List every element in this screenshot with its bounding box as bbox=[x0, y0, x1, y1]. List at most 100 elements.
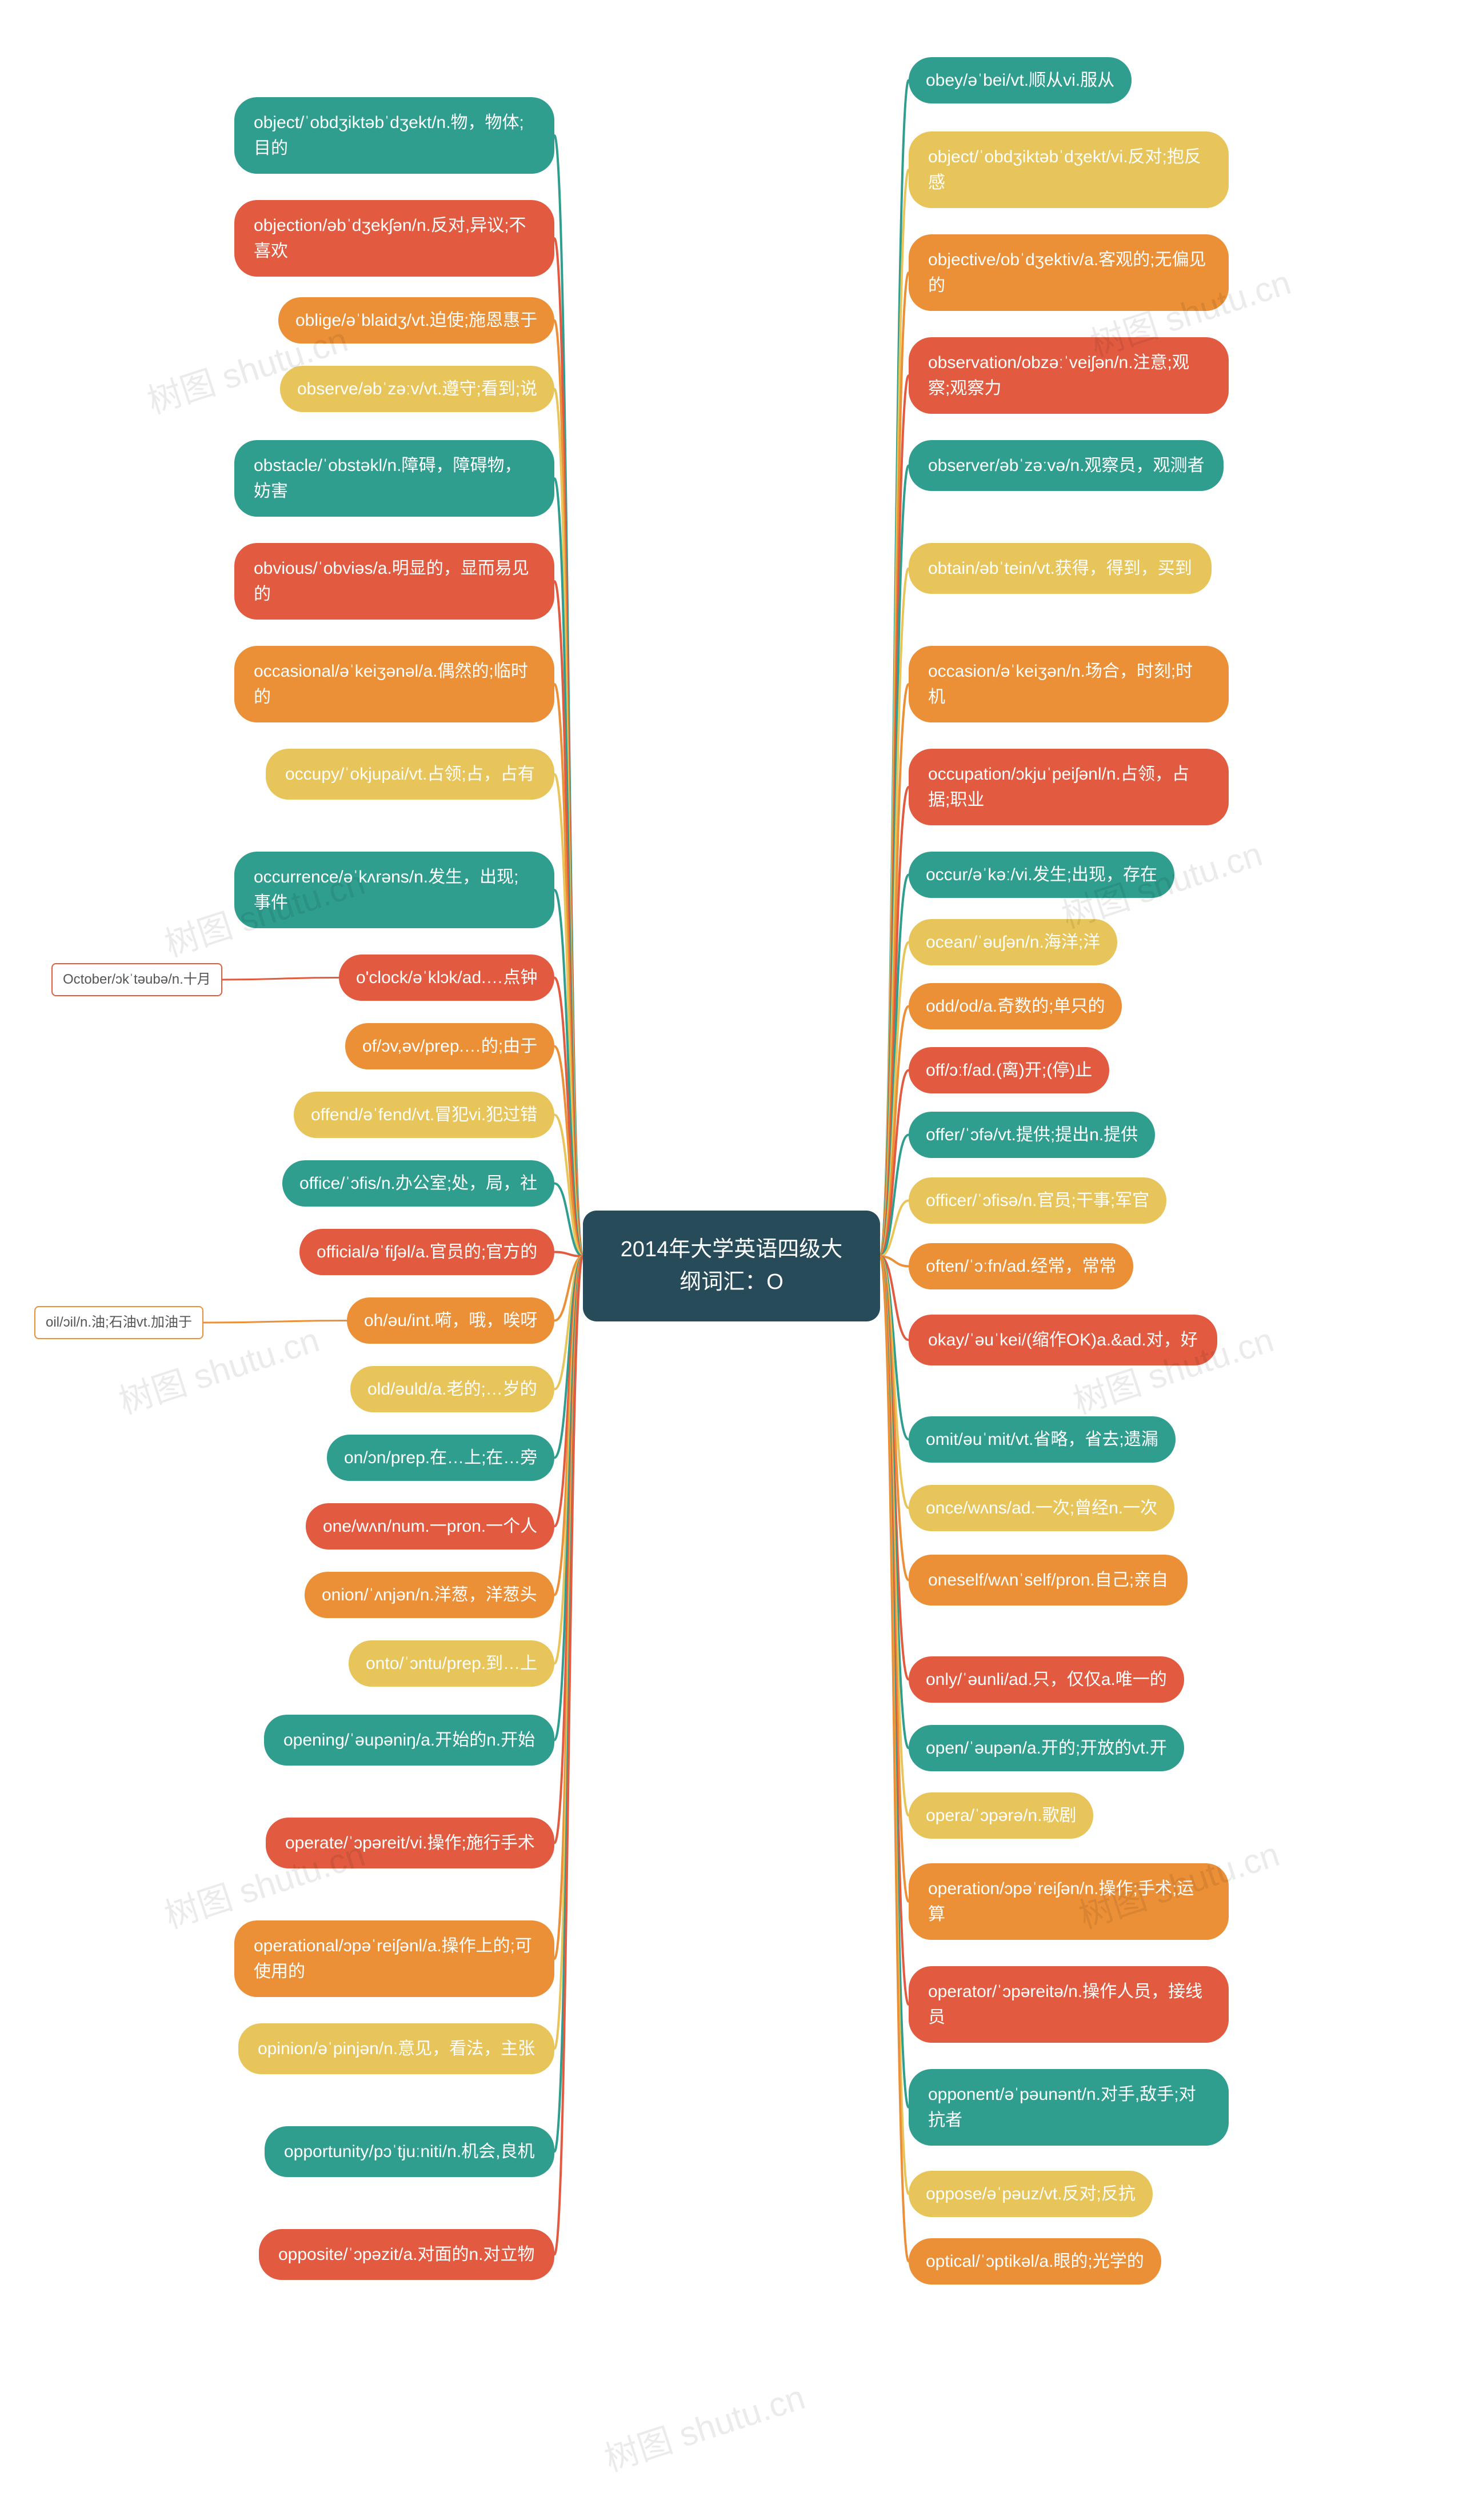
node-label: occur/əˈkəː/vi.发生;出现，存在 bbox=[926, 865, 1157, 884]
left-node-3: observe/əbˈzəːv/vt.遵守;看到;说 bbox=[280, 366, 554, 412]
node-label: o'clock/əˈklɔk/ad.…点钟 bbox=[356, 968, 537, 987]
right-node-16: omit/əuˈmit/vt.省略，省去;遗漏 bbox=[909, 1416, 1176, 1463]
node-label: onion/ˈʌnjən/n.洋葱，洋葱头 bbox=[322, 1586, 537, 1604]
left-node-23: opinion/əˈpinjən/n.意见，看法，主张 bbox=[238, 2023, 554, 2074]
left-node-21: operate/ˈɔpəreit/vi.操作;施行手术 bbox=[266, 1818, 554, 1868]
node-label: occasional/əˈkeiʒənəl/a.偶然的;临时的 bbox=[254, 662, 528, 706]
left-node-20: opening/ˈəupəniŋ/a.开始的n.开始 bbox=[264, 1715, 554, 1766]
right-node-0: obey/əˈbei/vt.顺从vi.服从 bbox=[909, 57, 1132, 103]
left-node-1: objection/əbˈdʒekʃən/n.反对,异议;不喜欢 bbox=[234, 200, 554, 277]
node-label: open/ˈəupən/a.开的;开放的vt.开 bbox=[926, 1739, 1167, 1758]
node-label: objective/obˈdʒektiv/a.客观的;无偏见的 bbox=[928, 250, 1206, 295]
sub-node: October/ɔkˈtəubə/n.十月 bbox=[51, 963, 222, 996]
node-label: often/ˈɔːfn/ad.经常，常常 bbox=[926, 1257, 1116, 1276]
left-node-10: of/ɔv,əv/prep.…的;由于 bbox=[345, 1023, 554, 1069]
left-node-9: o'clock/əˈklɔk/ad.…点钟 bbox=[339, 955, 554, 1001]
node-label: opera/ˈɔpərə/n.歌剧 bbox=[926, 1806, 1076, 1825]
node-label: off/ɔːf/ad.(离)开;(停)止 bbox=[926, 1061, 1092, 1080]
node-label: occurrence/əˈkʌrəns/n.发生，出现;事件 bbox=[254, 868, 518, 912]
center-node: 2014年大学英语四级大纲词汇：O bbox=[583, 1211, 880, 1321]
node-label: operator/ˈɔpəreitə/n.操作人员，接线员 bbox=[928, 1982, 1202, 2027]
left-node-19: onto/ˈɔntu/prep.到…上 bbox=[349, 1640, 554, 1687]
left-node-18: onion/ˈʌnjən/n.洋葱，洋葱头 bbox=[305, 1572, 554, 1618]
right-node-12: offer/ˈɔfə/vt.提供;提出n.提供 bbox=[909, 1112, 1155, 1158]
right-node-10: odd/od/a.奇数的;单只的 bbox=[909, 983, 1122, 1029]
node-label: one/wʌn/num.一pron.一个人 bbox=[323, 1517, 537, 1536]
node-label: of/ɔv,əv/prep.…的;由于 bbox=[362, 1037, 537, 1056]
left-node-17: one/wʌn/num.一pron.一个人 bbox=[306, 1503, 554, 1549]
node-label: opening/ˈəupəniŋ/a.开始的n.开始 bbox=[283, 1731, 535, 1750]
left-node-6: occasional/əˈkeiʒənəl/a.偶然的;临时的 bbox=[234, 646, 554, 722]
node-label: observer/əbˈzəːvə/n.观察员，观测者 bbox=[928, 456, 1204, 475]
node-label: opportunity/pɔˈtjuːniti/n.机会,良机 bbox=[284, 2142, 535, 2161]
node-label: oblige/əˈblaidʒ/vt.迫使;施恩惠于 bbox=[295, 311, 537, 330]
node-label: occupy/ˈokjupai/vt.占领;占，占有 bbox=[285, 765, 535, 784]
right-node-7: occupation/ɔkjuˈpeiʃənl/n.占领，占据;职业 bbox=[909, 749, 1229, 825]
node-label: office/ˈɔfis/n.办公室;处，局，社 bbox=[299, 1174, 537, 1193]
node-label: opinion/əˈpinjən/n.意见，看法，主张 bbox=[258, 2039, 535, 2058]
node-label: operational/ɔpəˈreiʃənl/a.操作上的;可使用的 bbox=[254, 1936, 532, 1981]
left-node-2: oblige/əˈblaidʒ/vt.迫使;施恩惠于 bbox=[278, 297, 554, 344]
node-label: on/ɔn/prep.在…上;在…旁 bbox=[344, 1448, 537, 1467]
right-node-13: officer/ˈɔfisə/n.官员;干事;军官 bbox=[909, 1177, 1166, 1224]
right-node-6: occasion/əˈkeiʒən/n.场合，时刻;时机 bbox=[909, 646, 1229, 722]
left-node-15: old/əuld/a.老的;…岁的 bbox=[350, 1366, 554, 1412]
node-label: obstacle/ˈobstəkl/n.障碍，障碍物，妨害 bbox=[254, 456, 521, 501]
node-label: observe/əbˈzəːv/vt.遵守;看到;说 bbox=[297, 380, 537, 398]
left-node-8: occurrence/əˈkʌrəns/n.发生，出现;事件 bbox=[234, 852, 554, 928]
node-label: old/əuld/a.老的;…岁的 bbox=[367, 1380, 537, 1399]
left-node-16: on/ɔn/prep.在…上;在…旁 bbox=[327, 1435, 554, 1481]
node-label: offend/əˈfend/vt.冒犯vi.犯过错 bbox=[311, 1105, 537, 1124]
node-label: odd/od/a.奇数的;单只的 bbox=[926, 997, 1105, 1016]
node-label: okay/ˈəuˈkei/(缩作OK)a.&ad.对，好 bbox=[928, 1331, 1198, 1349]
node-label: obtain/əbˈtein/vt.获得，得到，买到 bbox=[928, 559, 1192, 578]
node-label: offer/ˈɔfə/vt.提供;提出n.提供 bbox=[926, 1125, 1138, 1144]
node-label: opposite/ˈɔpəzit/a.对面的n.对立物 bbox=[278, 2245, 535, 2264]
node-label: operation/ɔpəˈreiʃən/n.操作;手术;运算 bbox=[928, 1879, 1194, 1924]
node-label: optical/ˈɔptikəl/a.眼的;光学的 bbox=[926, 2252, 1144, 2271]
right-node-3: observation/obzəːˈveiʃən/n.注意;观察;观察力 bbox=[909, 337, 1229, 414]
node-label: occupation/ɔkjuˈpeiʃənl/n.占领，占据;职业 bbox=[928, 765, 1189, 809]
node-label: oh/əu/int.嗬，哦，唉呀 bbox=[364, 1311, 537, 1330]
left-node-24: opportunity/pɔˈtjuːniti/n.机会,良机 bbox=[265, 2126, 554, 2177]
node-label: official/əˈfiʃəl/a.官员的;官方的 bbox=[317, 1243, 537, 1261]
right-node-4: observer/əbˈzəːvə/n.观察员，观测者 bbox=[909, 440, 1224, 491]
right-node-14: often/ˈɔːfn/ad.经常，常常 bbox=[909, 1243, 1133, 1289]
node-label: objection/əbˈdʒekʃən/n.反对,异议;不喜欢 bbox=[254, 216, 526, 261]
node-label: ocean/ˈəuʃən/n.海洋;洋 bbox=[926, 933, 1100, 952]
left-node-7: occupy/ˈokjupai/vt.占领;占，占有 bbox=[266, 749, 554, 800]
node-label: onto/ˈɔntu/prep.到…上 bbox=[366, 1654, 537, 1673]
right-node-26: optical/ˈɔptikəl/a.眼的;光学的 bbox=[909, 2238, 1161, 2285]
sub-node: oil/ɔil/n.油;石油vt.加油于 bbox=[34, 1306, 203, 1339]
node-label: occasion/əˈkeiʒən/n.场合，时刻;时机 bbox=[928, 662, 1193, 706]
watermark: 树图 shutu.cn bbox=[597, 2370, 810, 2481]
right-node-23: operator/ˈɔpəreitə/n.操作人员，接线员 bbox=[909, 1966, 1229, 2043]
left-node-5: obvious/ˈobviəs/a.明显的，显而易见的 bbox=[234, 543, 554, 620]
right-node-5: obtain/əbˈtein/vt.获得，得到，买到 bbox=[909, 543, 1212, 594]
right-node-11: off/ɔːf/ad.(离)开;(停)止 bbox=[909, 1047, 1109, 1093]
node-label: object/ˈobdʒiktəbˈdʒekt/vi.反对;抱反感 bbox=[928, 147, 1201, 192]
left-node-25: opposite/ˈɔpəzit/a.对面的n.对立物 bbox=[259, 2229, 554, 2280]
node-label: officer/ˈɔfisə/n.官员;干事;军官 bbox=[926, 1191, 1149, 1210]
right-node-20: open/ˈəupən/a.开的;开放的vt.开 bbox=[909, 1725, 1184, 1771]
node-label: only/ˈəunli/ad.只，仅仅a.唯一的 bbox=[926, 1670, 1167, 1689]
left-node-0: object/ˈobdʒiktəbˈdʒekt/n.物，物体;目的 bbox=[234, 97, 554, 174]
left-node-14: oh/əu/int.嗬，哦，唉呀 bbox=[347, 1297, 554, 1344]
node-label: observation/obzəːˈveiʃən/n.注意;观察;观察力 bbox=[928, 353, 1189, 398]
right-node-18: oneself/wʌnˈself/pron.自己;亲自 bbox=[909, 1555, 1188, 1606]
left-node-13: official/əˈfiʃəl/a.官员的;官方的 bbox=[299, 1229, 554, 1275]
right-node-25: oppose/əˈpəuz/vt.反对;反抗 bbox=[909, 2171, 1153, 2217]
node-label: oneself/wʌnˈself/pron.自己;亲自 bbox=[928, 1571, 1168, 1590]
left-node-11: offend/əˈfend/vt.冒犯vi.犯过错 bbox=[294, 1092, 554, 1138]
node-label: opponent/əˈpəunənt/n.对手,敌手;对抗者 bbox=[928, 2085, 1196, 2130]
node-label: obvious/ˈobviəs/a.明显的，显而易见的 bbox=[254, 559, 529, 604]
left-node-22: operational/ɔpəˈreiʃənl/a.操作上的;可使用的 bbox=[234, 1920, 554, 1997]
node-label: oppose/əˈpəuz/vt.反对;反抗 bbox=[926, 2184, 1136, 2203]
right-node-9: ocean/ˈəuʃən/n.海洋;洋 bbox=[909, 919, 1117, 965]
center-label: 2014年大学英语四级大纲词汇：O bbox=[621, 1237, 843, 1294]
node-label: operate/ˈɔpəreit/vi.操作;施行手术 bbox=[285, 1834, 535, 1852]
right-node-15: okay/ˈəuˈkei/(缩作OK)a.&ad.对，好 bbox=[909, 1315, 1217, 1365]
right-node-19: only/ˈəunli/ad.只，仅仅a.唯一的 bbox=[909, 1656, 1184, 1703]
right-node-1: object/ˈobdʒiktəbˈdʒekt/vi.反对;抱反感 bbox=[909, 131, 1229, 208]
right-node-24: opponent/əˈpəunənt/n.对手,敌手;对抗者 bbox=[909, 2069, 1229, 2146]
